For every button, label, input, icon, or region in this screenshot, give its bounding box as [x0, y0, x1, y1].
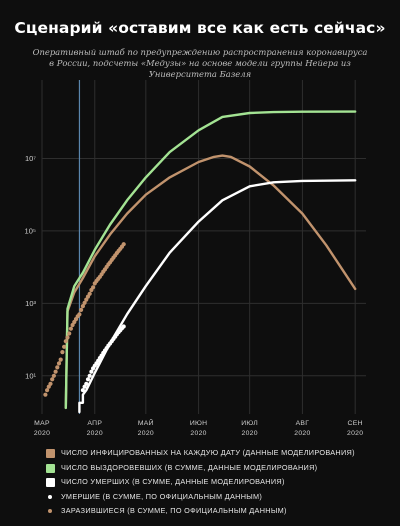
gridlines	[41, 80, 366, 414]
x-tick-month: МАР	[34, 420, 50, 427]
legend-dot-icon	[48, 494, 52, 499]
y-tick-label: 10⁷	[25, 154, 36, 163]
series-line-infected_daily	[64, 154, 357, 410]
data-point-infected_official	[121, 242, 126, 247]
x-tick-year: 2020	[87, 430, 103, 437]
data-point-infected_official	[58, 357, 63, 362]
legend-swatch-icon	[46, 478, 55, 487]
x-tick-month: АВГ	[296, 420, 310, 427]
data-point-infected_official	[51, 373, 57, 378]
y-tick-label: 10³	[25, 299, 36, 308]
data-point-infected_official	[77, 312, 82, 317]
data-point-infected_official	[45, 388, 50, 393]
x-tick-year: 2020	[34, 430, 50, 437]
data-point-infected_official	[79, 307, 84, 312]
legend-label: УМЕРШИЕ (В СУММЕ, ПО ОФИЦИАЛЬНЫМ ДАННЫМ)	[61, 491, 263, 501]
x-tick-labels: МАР 2020 АПР 2020 МАЙ 2020 ИЮН 2020 ИЮЛ 2020 АВГ 20…	[34, 418, 363, 437]
series-dots	[43, 242, 126, 397]
data-point-infected_official	[82, 300, 87, 305]
y-tick-labels: 10¹ 10³ 10⁵ 10⁷	[25, 154, 37, 380]
x-tick-year: 2020	[190, 430, 206, 437]
x-tick-year: 2020	[241, 430, 257, 437]
data-point-infected_official	[56, 361, 62, 366]
x-tick-month: СЕН	[348, 420, 363, 427]
legend-label: ЧИСЛО ВЫЗДОРОВЕВШИХ (В СУММЕ, ДАННЫЕ МОД…	[61, 462, 318, 472]
x-tick-month: ИЮН	[190, 420, 208, 427]
data-point-deaths_official	[89, 369, 94, 374]
data-point-deaths_official	[87, 373, 92, 378]
series-line-recovered_total	[64, 110, 357, 410]
data-point-infected_official	[60, 350, 65, 355]
data-point-infected_official	[87, 291, 92, 296]
data-point-infected_official	[50, 377, 55, 382]
data-point-infected_official	[65, 335, 70, 340]
plot-area: 10¹ 10³ 10⁵ 10⁷ МАР 2020 АПР 2020 МАЙ 2020 ИЮН 202…	[25, 80, 366, 437]
y-tick-label: 10⁵	[25, 226, 36, 235]
series-lines	[64, 110, 357, 414]
data-point-deaths_official	[121, 324, 126, 329]
chart-title: Сценарий «оставим все как есть сейчас»	[14, 19, 386, 37]
data-point-infected_official	[80, 304, 85, 309]
legend-label: ЧИСЛО УМЕРШИХ (В СУММЕ, ДАННЫЕ МОДЕЛИРОВ…	[61, 477, 285, 486]
x-tick-year: 2020	[138, 430, 154, 437]
data-point-deaths_official	[84, 381, 89, 386]
data-point-infected_official	[91, 285, 96, 290]
data-point-infected_official	[48, 381, 53, 386]
x-tick-year: 2020	[347, 430, 363, 437]
data-point-infected_official	[68, 326, 73, 331]
x-tick-year: 2020	[294, 430, 310, 437]
legend-dot-icon	[48, 509, 52, 513]
series-line-deaths_total	[78, 179, 357, 414]
data-point-deaths_official	[85, 377, 91, 382]
x-tick-month: ИЮЛ	[241, 420, 258, 427]
legend-swatch-icon	[46, 463, 55, 473]
data-point-infected_official	[67, 331, 72, 336]
data-point-infected_official	[43, 392, 48, 397]
legend-label: ЗАРАЗИВШИЕСЯ (В СУММЕ, ПО ОФИЦИАЛЬНЫМ ДА…	[61, 506, 287, 515]
x-tick-month: АПР	[87, 420, 102, 427]
x-tick-month: МАЙ	[138, 418, 154, 427]
data-point-infected_official	[53, 369, 58, 374]
data-point-infected_official	[62, 344, 67, 349]
legend-label: ЧИСЛО ИНФИЦИРОВАННЫХ НА КАЖДУЮ ДАТУ (ДАН…	[61, 448, 355, 457]
data-point-infected_official	[63, 339, 68, 344]
data-point-deaths_official	[80, 388, 85, 393]
data-point-infected_official	[55, 365, 60, 370]
legend-swatch-icon	[46, 449, 55, 458]
y-tick-label: 10¹	[25, 371, 36, 380]
chart-subtitle: Оперативный штаб по предупреждению распр…	[32, 47, 368, 79]
